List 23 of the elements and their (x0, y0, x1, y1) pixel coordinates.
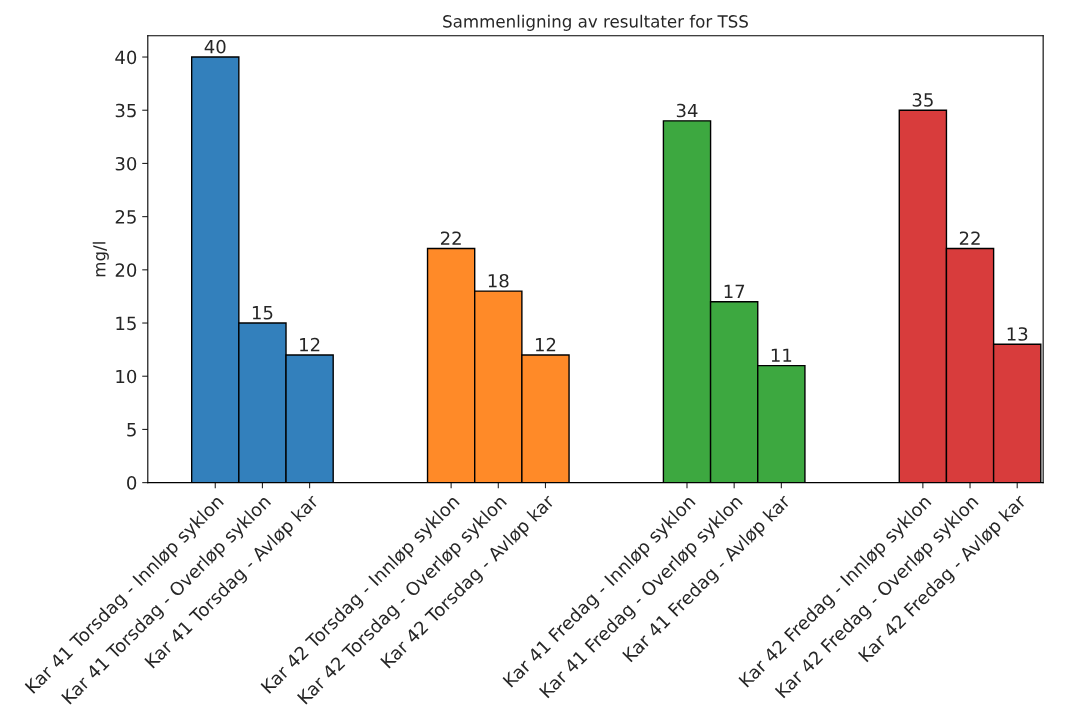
y-tick-label: 15 (116, 316, 136, 331)
y-tick-label: 30 (115, 156, 137, 171)
data-label: 11 (771, 348, 792, 362)
data-label: 22 (440, 231, 461, 245)
y-tick-label: 20 (115, 263, 137, 277)
y-tick-label: 25 (115, 210, 136, 224)
y-tick-label: 10 (116, 369, 137, 384)
data-label: 40 (204, 39, 226, 54)
data-label: 34 (676, 103, 698, 118)
y-tick-label: 35 (115, 103, 136, 118)
y-tick-label: 0 (127, 476, 137, 490)
y-tick-label: 5 (127, 423, 136, 437)
chart-title: Sammenligning av resultater for TSS (443, 14, 748, 31)
data-label: 12 (300, 337, 320, 352)
data-label: 17 (724, 284, 745, 298)
data-label: 15 (252, 306, 273, 320)
data-label: 22 (959, 231, 980, 245)
data-label: 12 (535, 337, 556, 352)
data-label: 13 (1007, 327, 1028, 341)
data-label: 18 (488, 273, 509, 288)
y-axis-title: mg/l (92, 242, 109, 277)
data-label: 35 (912, 93, 933, 107)
y-tick-label: 40 (115, 50, 137, 65)
